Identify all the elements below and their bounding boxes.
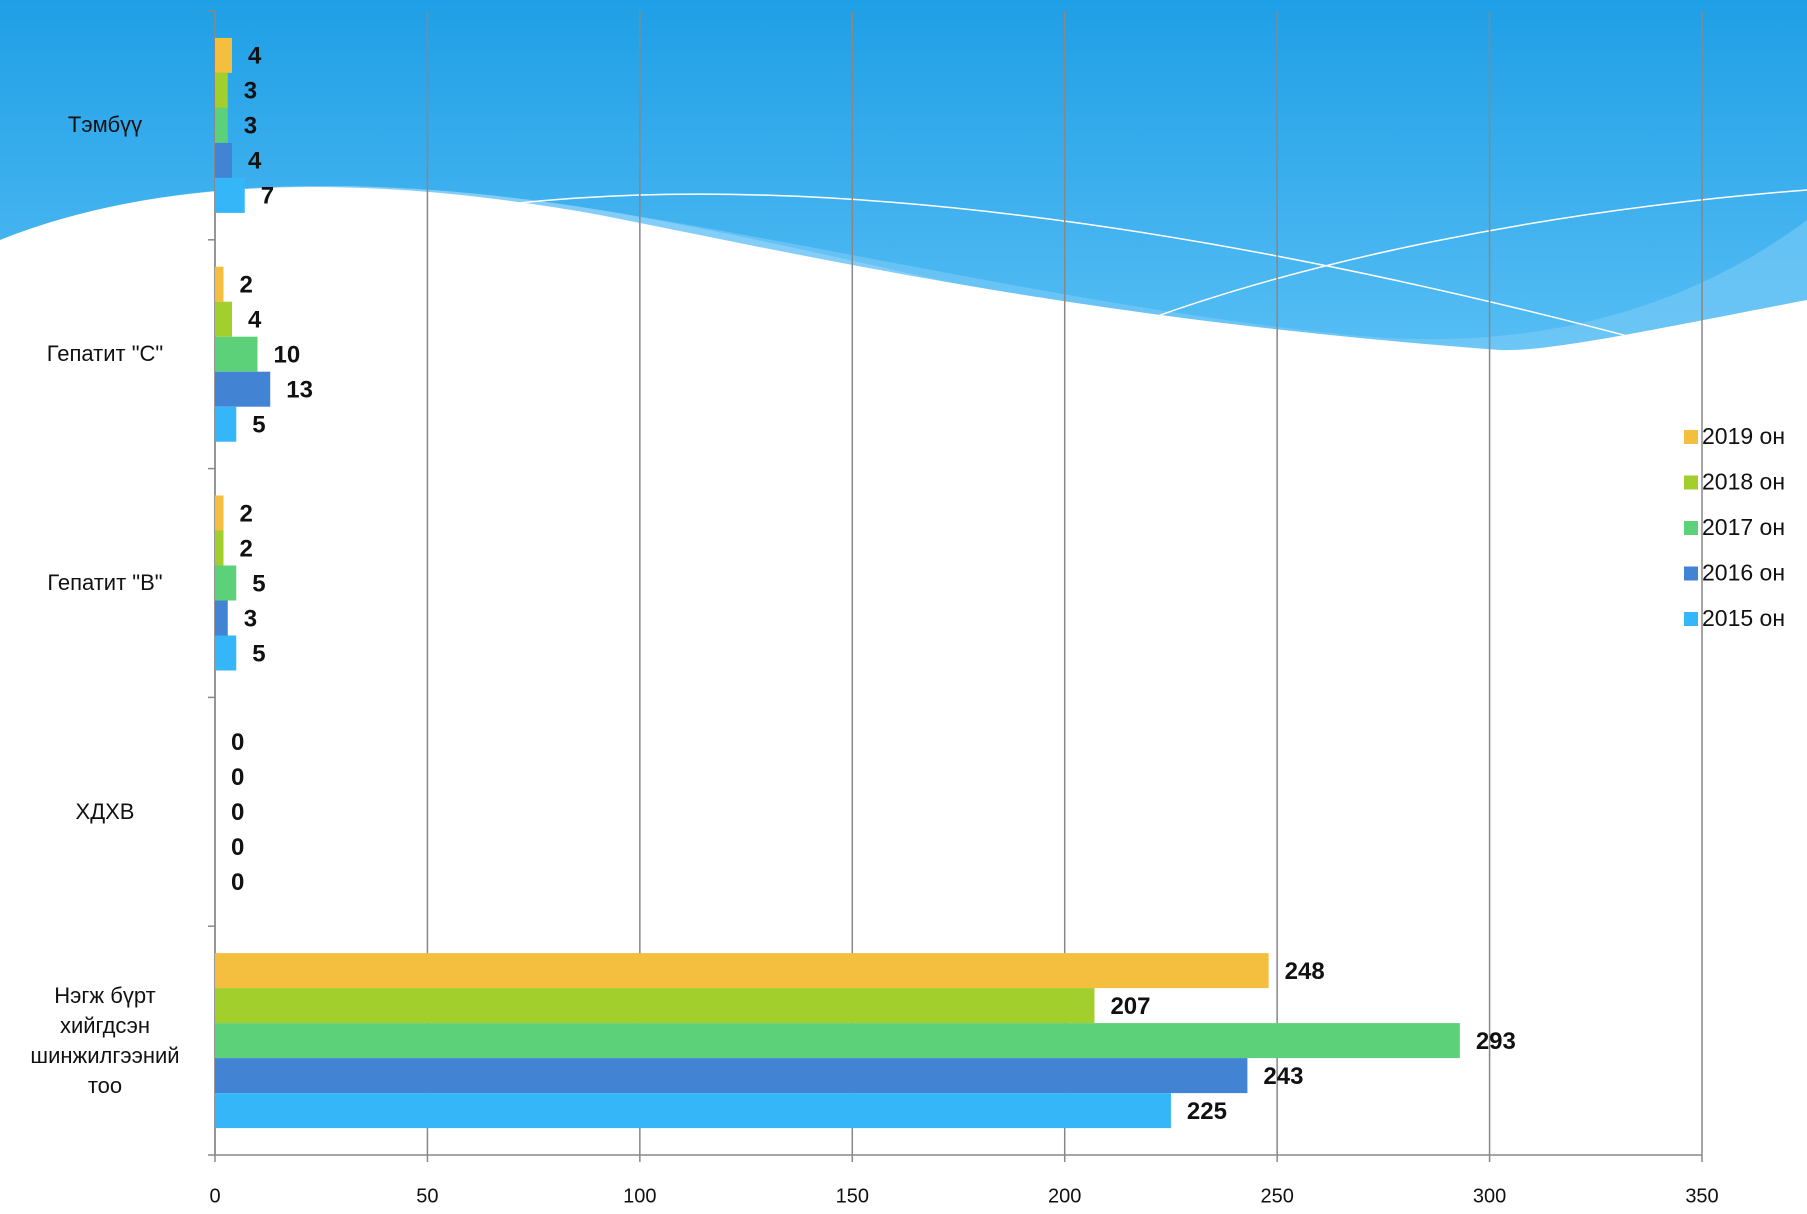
data-label: 4 — [248, 148, 262, 175]
legend-swatch — [1684, 612, 1698, 626]
bar — [215, 565, 237, 601]
data-label: 3 — [244, 113, 257, 140]
bar — [215, 371, 271, 407]
data-label: 3 — [244, 78, 257, 105]
bar — [215, 406, 237, 442]
legend-label: 2017 он — [1702, 514, 1785, 540]
y-tick-label: Гепатит "В" — [47, 570, 163, 595]
bar — [215, 635, 237, 671]
legend-label: 2019 он — [1702, 423, 1785, 449]
data-label: 0 — [231, 834, 244, 861]
data-label: 7 — [261, 183, 274, 210]
y-tick-label: Гепатит "С" — [46, 341, 164, 367]
legend-label: 2018 он — [1702, 469, 1785, 495]
bar — [215, 177, 245, 213]
data-label: 4 — [248, 43, 262, 70]
bar — [215, 1093, 1171, 1129]
data-label: 248 — [1285, 958, 1325, 985]
bar — [215, 495, 224, 531]
legend-swatch — [1684, 521, 1698, 535]
data-label: 0 — [231, 729, 244, 756]
data-label: 10 — [273, 342, 300, 369]
legend-label: 2016 он — [1702, 560, 1785, 586]
data-label: 5 — [252, 570, 265, 597]
data-label: 293 — [1476, 1028, 1516, 1055]
bar — [215, 72, 228, 108]
data-label: 5 — [252, 640, 265, 667]
legend-swatch — [1684, 475, 1698, 490]
data-label: 5 — [252, 412, 265, 439]
data-label: 2 — [239, 535, 252, 562]
y-tick-label: ХДХВ — [75, 798, 135, 824]
bar — [215, 530, 224, 566]
data-label: 225 — [1187, 1098, 1227, 1125]
x-tick-label: 150 — [836, 1185, 869, 1207]
data-label: 243 — [1263, 1063, 1303, 1090]
bar — [215, 1058, 1248, 1094]
x-tick-label: 200 — [1048, 1185, 1081, 1207]
bar — [215, 1023, 1460, 1059]
bar — [215, 301, 232, 337]
bar — [215, 336, 258, 372]
x-tick-label: 0 — [209, 1185, 220, 1207]
bar — [215, 600, 228, 636]
data-label: 13 — [286, 377, 313, 404]
y-tick-label: Нэгж бүрт хийгдсэн шинжилгээний тоо — [30, 982, 180, 1098]
legend-label: 2015 он — [1702, 605, 1785, 631]
bar — [215, 266, 224, 302]
data-label: 2 — [239, 272, 252, 299]
data-label: 2 — [239, 500, 252, 527]
data-label: 0 — [231, 869, 244, 896]
legend-swatch — [1684, 566, 1698, 581]
x-tick-label: 250 — [1260, 1185, 1293, 1207]
x-tick-label: 100 — [623, 1185, 656, 1207]
y-tick-label: Тэмбүү — [67, 112, 143, 138]
bar — [215, 142, 232, 178]
x-tick-label: 50 — [416, 1185, 438, 1207]
bar — [215, 953, 1269, 989]
bar — [215, 37, 232, 73]
x-tick-label: 350 — [1685, 1185, 1718, 1207]
bar — [215, 988, 1095, 1024]
data-label: 207 — [1110, 993, 1150, 1020]
x-tick-label: 300 — [1473, 1185, 1506, 1207]
data-label: 3 — [244, 605, 257, 632]
data-label: 0 — [231, 764, 244, 791]
data-label: 4 — [248, 307, 262, 334]
legend-swatch — [1684, 430, 1698, 444]
bar — [215, 107, 228, 143]
data-label: 0 — [231, 799, 244, 826]
